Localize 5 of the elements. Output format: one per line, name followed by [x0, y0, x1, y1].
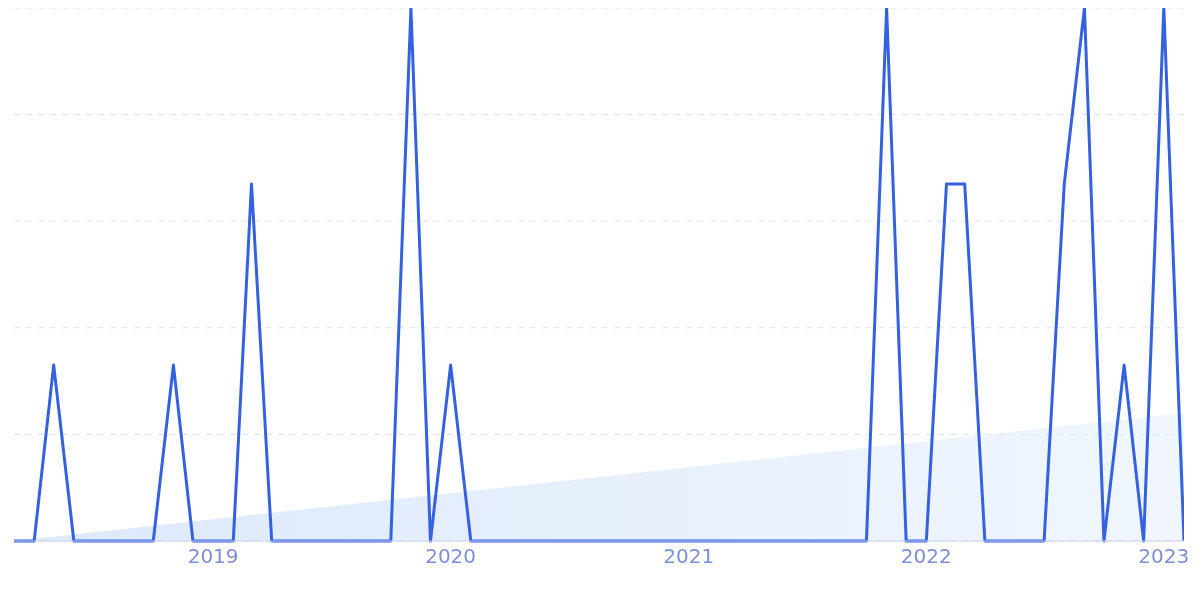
x-tick-label: 2020 — [425, 544, 477, 569]
x-tick-label: 2021 — [663, 544, 715, 569]
x-tick-label: 2023 — [1138, 544, 1190, 569]
x-tick-label: 2019 — [187, 544, 239, 569]
x-tick-label: 2022 — [900, 544, 952, 569]
